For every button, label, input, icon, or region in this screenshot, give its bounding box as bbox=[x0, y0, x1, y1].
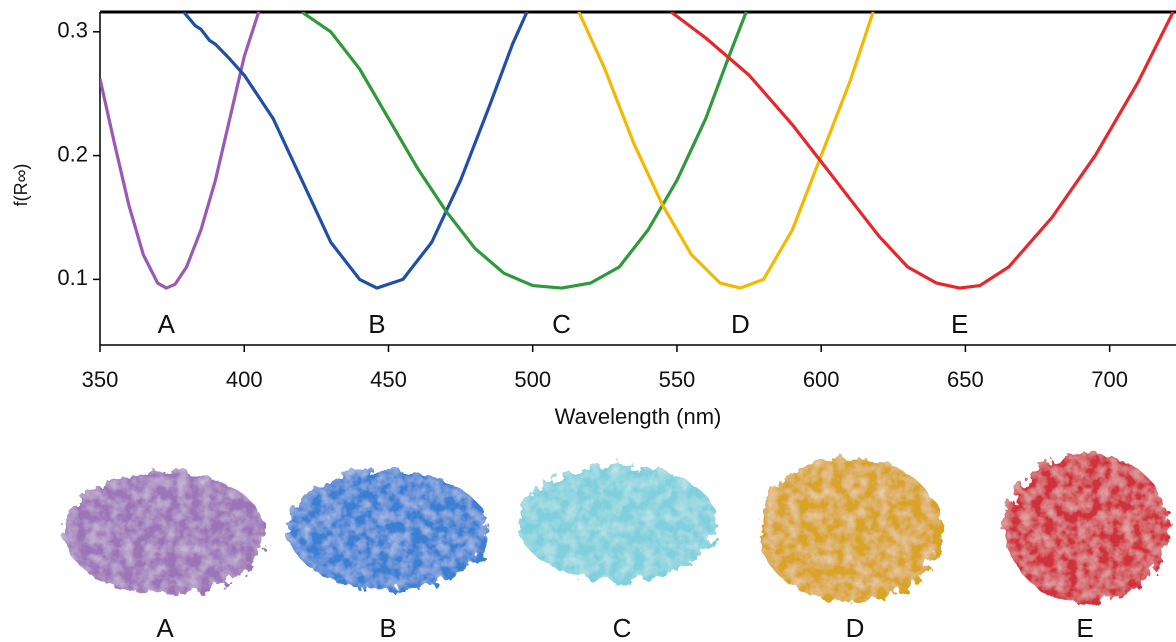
sample-label: A bbox=[156, 613, 174, 642]
x-tick-label: 700 bbox=[1091, 367, 1128, 392]
plot-area bbox=[100, 12, 1175, 290]
x-tick-label: 550 bbox=[659, 367, 696, 392]
curve-label: C bbox=[552, 309, 571, 339]
x-tick-label: 500 bbox=[514, 367, 551, 392]
y-axis-label: f(R∞) bbox=[11, 164, 31, 207]
y-tick-label: 0.2 bbox=[57, 141, 88, 166]
sample-label: D bbox=[846, 613, 865, 642]
axes bbox=[99, 10, 1176, 346]
line-series bbox=[577, 12, 875, 290]
x-tick-label: 400 bbox=[226, 367, 263, 392]
sample-image bbox=[518, 465, 718, 581]
sample-image bbox=[65, 471, 265, 595]
line-series bbox=[301, 12, 748, 290]
sample-label: E bbox=[1076, 613, 1093, 642]
x-tick-label: 350 bbox=[82, 367, 119, 392]
curve-label: B bbox=[368, 309, 385, 339]
line-series bbox=[182, 12, 529, 290]
line-series bbox=[100, 12, 261, 290]
curve-label: E bbox=[951, 309, 968, 339]
line-series bbox=[670, 12, 1175, 290]
sample-label: C bbox=[613, 613, 632, 642]
x-axis-label: Wavelength (nm) bbox=[555, 404, 722, 429]
curve-label: A bbox=[158, 309, 176, 339]
sample-label: B bbox=[379, 613, 396, 642]
x-tick-label: 650 bbox=[947, 367, 984, 392]
curve-label: D bbox=[731, 309, 750, 339]
sample-image bbox=[288, 470, 488, 590]
x-tick-label: 600 bbox=[803, 367, 840, 392]
samples bbox=[65, 453, 1169, 603]
x-tick-label: 450 bbox=[370, 367, 407, 392]
sample-image bbox=[758, 458, 942, 602]
y-tick-label: 0.3 bbox=[57, 18, 88, 43]
sample-image bbox=[1005, 453, 1169, 603]
y-tick-label: 0.1 bbox=[57, 265, 88, 290]
